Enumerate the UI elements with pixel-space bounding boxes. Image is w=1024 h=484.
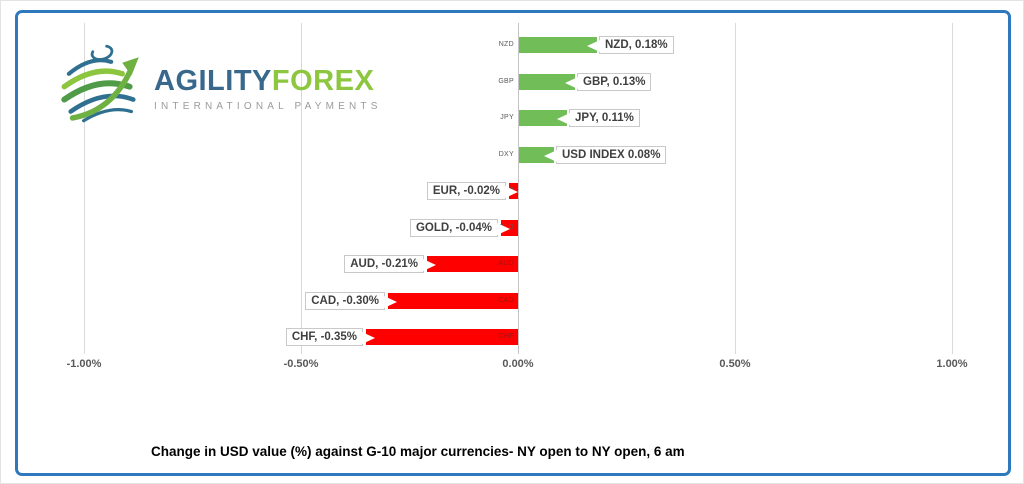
data-label-EUR: EUR, -0.02% — [426, 182, 518, 200]
x-axis-tick-label: -0.50% — [283, 358, 319, 370]
gridline — [301, 23, 302, 354]
label-callout-wedge — [423, 259, 436, 271]
data-label-CAD: CAD, -0.30% — [305, 292, 397, 310]
chart-title: Change in USD value (%) against G-10 maj… — [151, 444, 685, 459]
brand-name-agility: AGILITY — [154, 65, 272, 97]
label-callout-wedge — [362, 332, 375, 344]
label-callout-wedge — [544, 150, 557, 162]
bar-AUD — [427, 256, 518, 272]
brand-name: AGILITYFOREX — [154, 67, 382, 96]
data-label-JPY: JPY, 0.11% — [557, 109, 640, 127]
category-label-JPY: JPY — [500, 114, 514, 121]
gridline — [952, 23, 953, 354]
gridline — [735, 23, 736, 354]
data-label-GOLD: GOLD, -0.04% — [409, 219, 510, 237]
x-axis-tick-label: 0.00% — [502, 358, 534, 370]
brand-logo: AGILITYFOREX INTERNATIONAL PAYMENTS — [56, 37, 382, 129]
brand-text: AGILITYFOREX INTERNATIONAL PAYMENTS — [154, 67, 382, 113]
globe-arrow-logo-icon — [61, 44, 139, 123]
x-axis-tick-label: -1.00% — [66, 358, 102, 370]
brand-name-forex: FOREX — [271, 65, 375, 97]
label-callout-wedge — [587, 40, 600, 52]
bar-CHF — [366, 329, 518, 345]
x-axis-tick-label: 0.50% — [719, 358, 751, 370]
data-label-DXY: USD INDEX 0.08% — [544, 146, 667, 164]
label-callout-wedge — [565, 77, 578, 89]
category-label-NZD: NZD — [498, 41, 514, 48]
label-callout-wedge — [557, 113, 570, 125]
category-label-CHF: CHF — [498, 333, 514, 340]
category-label-AUD: AUD — [498, 260, 514, 267]
category-label-CAD: CAD — [498, 297, 514, 304]
data-label-AUD: AUD, -0.21% — [344, 255, 436, 273]
brand-tagline: INTERNATIONAL PAYMENTS — [154, 101, 382, 112]
category-label-DXY: DXY — [498, 151, 514, 158]
gridline — [84, 23, 85, 354]
label-callout-wedge — [384, 296, 397, 308]
data-label-NZD: NZD, 0.18% — [587, 36, 674, 54]
bar-NZD — [519, 37, 597, 53]
gridline — [518, 23, 519, 354]
data-label-GBP: GBP, 0.13% — [565, 73, 652, 91]
x-axis-tick-label: 1.00% — [936, 358, 968, 370]
category-label-GBP: GBP — [498, 78, 514, 85]
data-label-CHF: CHF, -0.35% — [285, 328, 375, 346]
bar-GBP — [519, 74, 575, 90]
bar-CAD — [388, 293, 518, 309]
label-callout-wedge — [497, 223, 510, 235]
label-callout-wedge — [505, 186, 518, 198]
bar-JPY — [519, 110, 567, 126]
